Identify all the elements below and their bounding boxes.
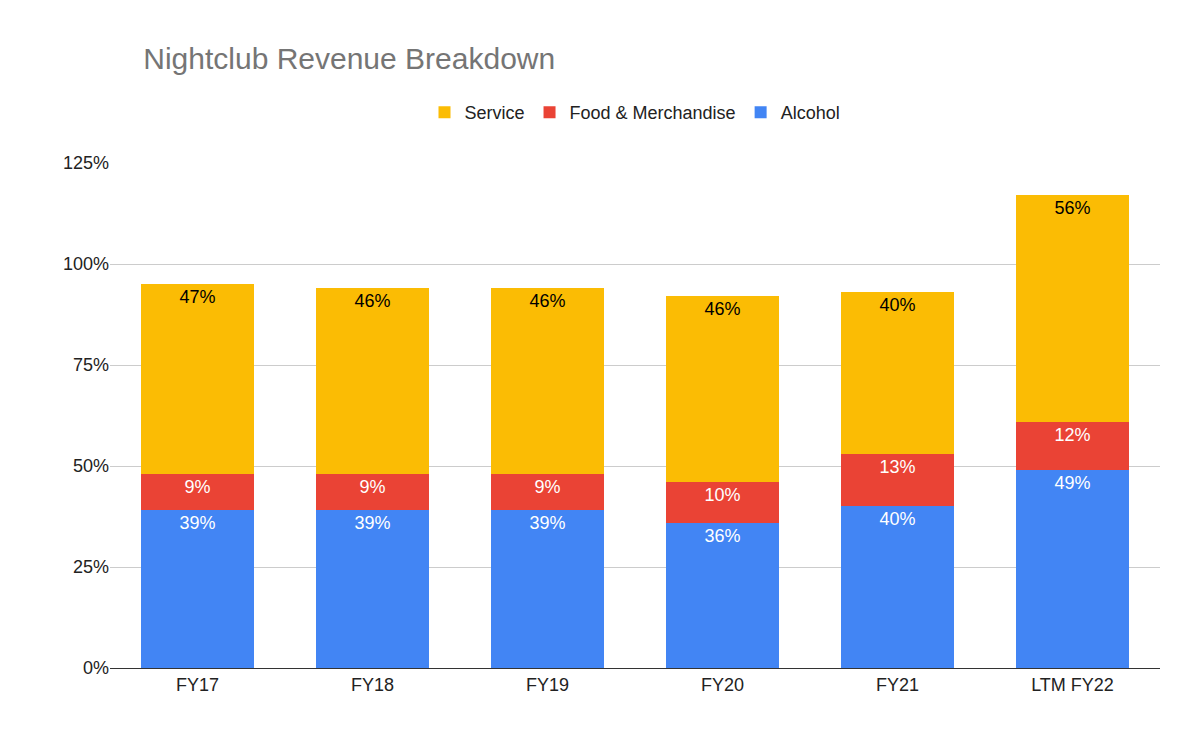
svg-text:39%: 39%	[529, 513, 565, 533]
svg-text:0%: 0%	[83, 658, 109, 678]
svg-text:Alcohol: Alcohol	[781, 103, 840, 123]
svg-text:36%: 36%	[704, 526, 740, 546]
svg-text:FY19: FY19	[526, 675, 569, 695]
svg-text:25%: 25%	[73, 557, 109, 577]
svg-text:Nightclub Revenue Breakdown: Nightclub Revenue Breakdown	[143, 42, 555, 75]
svg-text:9%: 9%	[534, 477, 560, 497]
svg-text:46%: 46%	[529, 291, 565, 311]
svg-text:49%: 49%	[1054, 473, 1090, 493]
svg-text:56%: 56%	[1054, 198, 1090, 218]
svg-text:Service: Service	[465, 103, 525, 123]
svg-text:125%: 125%	[63, 153, 109, 173]
svg-text:FY18: FY18	[351, 675, 394, 695]
svg-text:40%: 40%	[879, 295, 915, 315]
svg-text:47%: 47%	[179, 287, 215, 307]
svg-text:Food & Merchandise: Food & Merchandise	[570, 103, 736, 123]
svg-text:46%: 46%	[354, 291, 390, 311]
svg-text:FY17: FY17	[176, 675, 219, 695]
svg-text:LTM FY22: LTM FY22	[1031, 675, 1114, 695]
svg-text:39%: 39%	[179, 513, 215, 533]
svg-text:FY20: FY20	[701, 675, 744, 695]
svg-text:39%: 39%	[354, 513, 390, 533]
svg-text:100%: 100%	[63, 254, 109, 274]
svg-text:40%: 40%	[879, 509, 915, 529]
svg-text:FY21: FY21	[876, 675, 919, 695]
svg-text:10%: 10%	[704, 485, 740, 505]
svg-text:46%: 46%	[704, 299, 740, 319]
svg-text:12%: 12%	[1054, 425, 1090, 445]
svg-text:50%: 50%	[73, 456, 109, 476]
svg-text:13%: 13%	[879, 457, 915, 477]
svg-text:75%: 75%	[73, 355, 109, 375]
svg-text:9%: 9%	[184, 477, 210, 497]
svg-text:9%: 9%	[359, 477, 385, 497]
